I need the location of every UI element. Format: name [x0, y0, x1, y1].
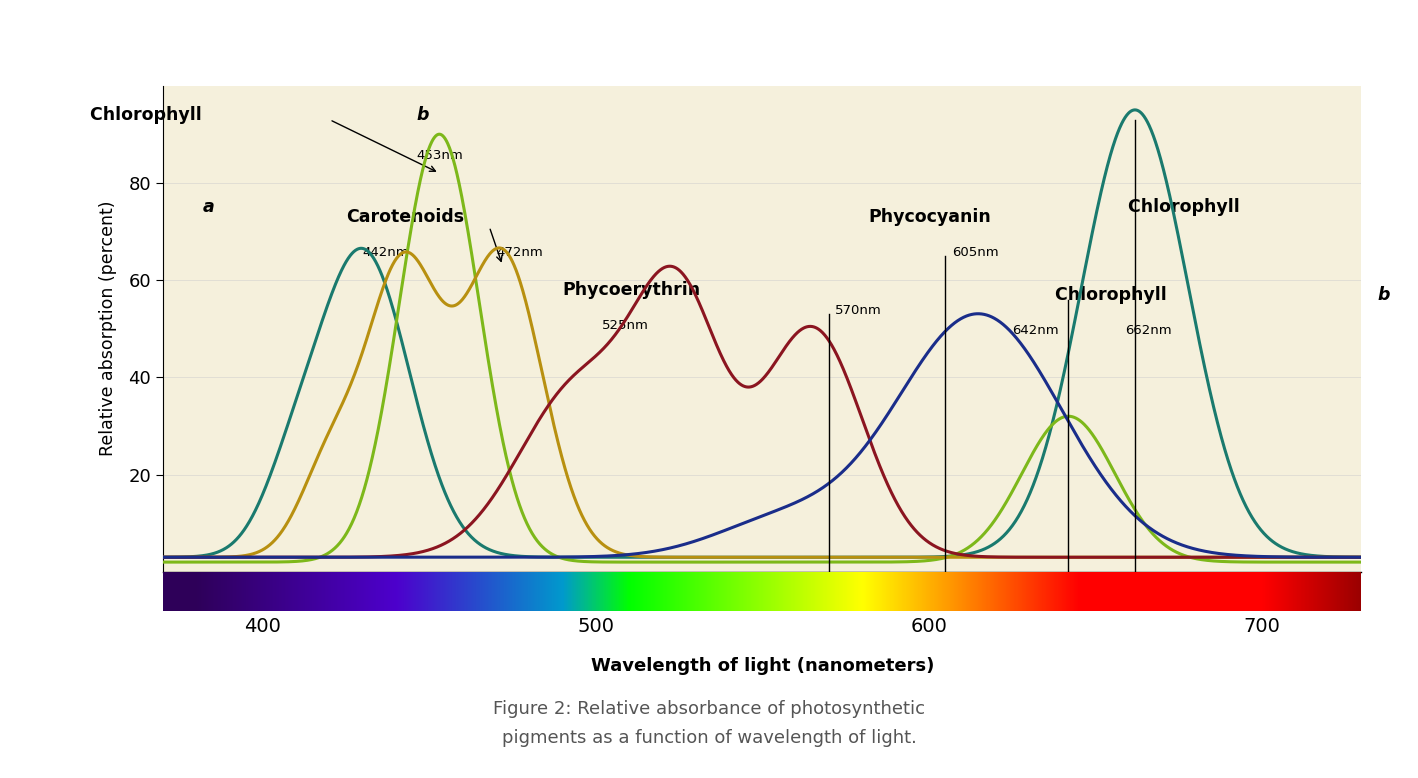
Text: Chlorophyll: Chlorophyll — [1055, 286, 1173, 303]
Text: a: a — [203, 198, 214, 216]
Text: Phycocyanin: Phycocyanin — [869, 208, 991, 226]
Text: 600: 600 — [910, 616, 947, 636]
Y-axis label: Relative absorption (percent): Relative absorption (percent) — [99, 201, 118, 457]
Text: Chlorophyll: Chlorophyll — [89, 106, 207, 124]
Text: b: b — [1378, 286, 1391, 303]
Text: 700: 700 — [1244, 616, 1280, 636]
Text: 605nm: 605nm — [951, 246, 998, 259]
Text: 500: 500 — [577, 616, 614, 636]
Text: 442nm: 442nm — [363, 246, 410, 259]
Text: 570nm: 570nm — [835, 304, 882, 317]
Text: 662nm: 662nm — [1124, 324, 1171, 337]
Text: 642nm: 642nm — [1012, 324, 1058, 337]
Text: b: b — [415, 106, 428, 124]
Text: 472nm: 472nm — [496, 246, 543, 259]
Text: 453nm: 453nm — [415, 149, 462, 162]
Text: Chlorophyll: Chlorophyll — [1129, 198, 1246, 216]
Text: Wavelength of light (nanometers): Wavelength of light (nanometers) — [591, 657, 934, 675]
Text: 525nm: 525nm — [603, 319, 649, 332]
Text: Carotenoids: Carotenoids — [346, 208, 464, 226]
Text: 400: 400 — [244, 616, 281, 636]
Text: Phycoerythrin: Phycoerythrin — [563, 281, 700, 299]
Text: Figure 2: Relative absorbance of photosynthetic
pigments as a function of wavele: Figure 2: Relative absorbance of photosy… — [493, 700, 925, 747]
